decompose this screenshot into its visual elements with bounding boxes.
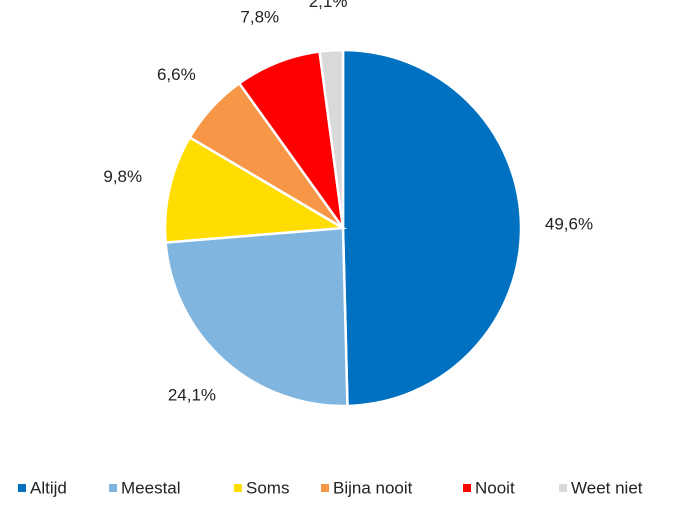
legend-label: Soms [246, 478, 289, 497]
legend-label: Bijna nooit [333, 478, 413, 497]
legend-label: Nooit [475, 478, 515, 497]
pie-slice [164, 226, 349, 408]
data-label: 49,6% [545, 215, 593, 234]
data-label: 9,8% [103, 167, 142, 186]
data-label: 2,1% [309, 0, 348, 11]
legend-swatch [109, 484, 117, 492]
pie-slice [318, 48, 345, 229]
data-label: 6,6% [157, 65, 196, 84]
legend-swatch [559, 484, 567, 492]
data-label: 24,1% [168, 386, 216, 405]
data-label: 7,8% [240, 7, 279, 26]
pie-slice [163, 135, 348, 244]
legend-swatch [18, 484, 26, 492]
pie-slice [341, 48, 523, 408]
legend-label: Weet niet [571, 478, 643, 497]
legend-label: Meestal [121, 478, 181, 497]
legend-label: Altijd [30, 478, 67, 497]
legend-swatch [463, 484, 471, 492]
legend-swatch [321, 484, 329, 492]
legend-swatch [234, 484, 242, 492]
